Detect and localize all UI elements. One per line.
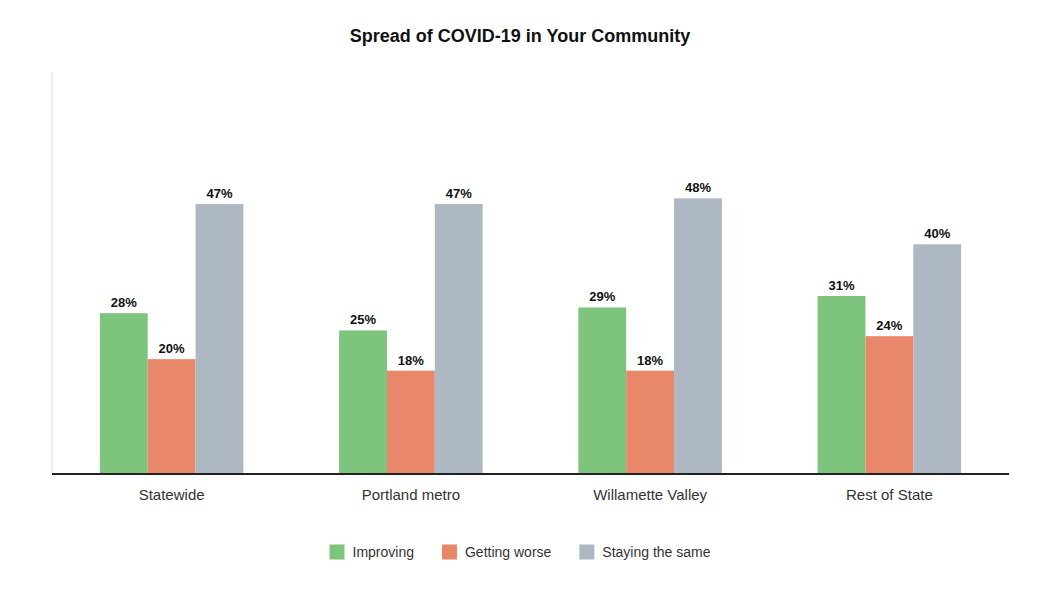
legend-item: Getting worse <box>442 544 552 560</box>
bar <box>387 371 435 474</box>
legend-swatch <box>442 545 457 560</box>
bars <box>100 198 961 474</box>
legend-swatch <box>329 545 344 560</box>
bar <box>674 198 722 474</box>
bar <box>100 313 148 474</box>
data-label: 28% <box>111 295 137 310</box>
x-tick-label: Portland metro <box>362 486 460 503</box>
legend-item: Staying the same <box>579 544 710 560</box>
data-labels: 28% 25% 29% 31% 20% 18% 18% 24% 47% 47% 48% 40% <box>111 180 951 367</box>
data-label: 47% <box>206 186 232 201</box>
bar <box>196 204 244 474</box>
bar <box>818 296 866 474</box>
data-label: 40% <box>924 226 950 241</box>
data-label: 25% <box>350 312 376 327</box>
data-label: 20% <box>159 341 185 356</box>
bar <box>913 244 961 474</box>
bar <box>578 307 626 474</box>
bar <box>148 359 196 474</box>
x-tick-label: Statewide <box>139 486 205 503</box>
x-axis-line <box>52 473 1009 475</box>
legend-swatch <box>579 545 594 560</box>
data-label: 18% <box>398 353 424 368</box>
data-label: 29% <box>589 289 615 304</box>
bar <box>865 336 913 474</box>
data-label: 18% <box>637 353 663 368</box>
data-label: 47% <box>446 186 472 201</box>
bar <box>626 371 674 474</box>
legend-label: Getting worse <box>465 544 552 560</box>
legend: Improving Getting worse Staying the same <box>329 544 710 560</box>
y-range-line <box>52 72 53 474</box>
background <box>0 0 1040 592</box>
bar <box>339 330 387 474</box>
x-tick-label: Willamette Valley <box>593 486 707 503</box>
x-tick-label: Rest of State <box>846 486 933 503</box>
legend-label: Staying the same <box>602 544 710 560</box>
legend-label: Improving <box>352 544 413 560</box>
chart-svg: Spread of COVID-19 in Your Community28%2… <box>0 0 1040 592</box>
title: Spread of COVID-19 in Your Community <box>350 26 690 46</box>
data-label: 24% <box>876 318 902 333</box>
bar <box>435 204 483 474</box>
data-label: 48% <box>685 180 711 195</box>
chart-container: Spread of COVID-19 in Your Community28%2… <box>0 0 1040 592</box>
data-label: 31% <box>829 278 855 293</box>
legend-item: Improving <box>329 544 413 560</box>
